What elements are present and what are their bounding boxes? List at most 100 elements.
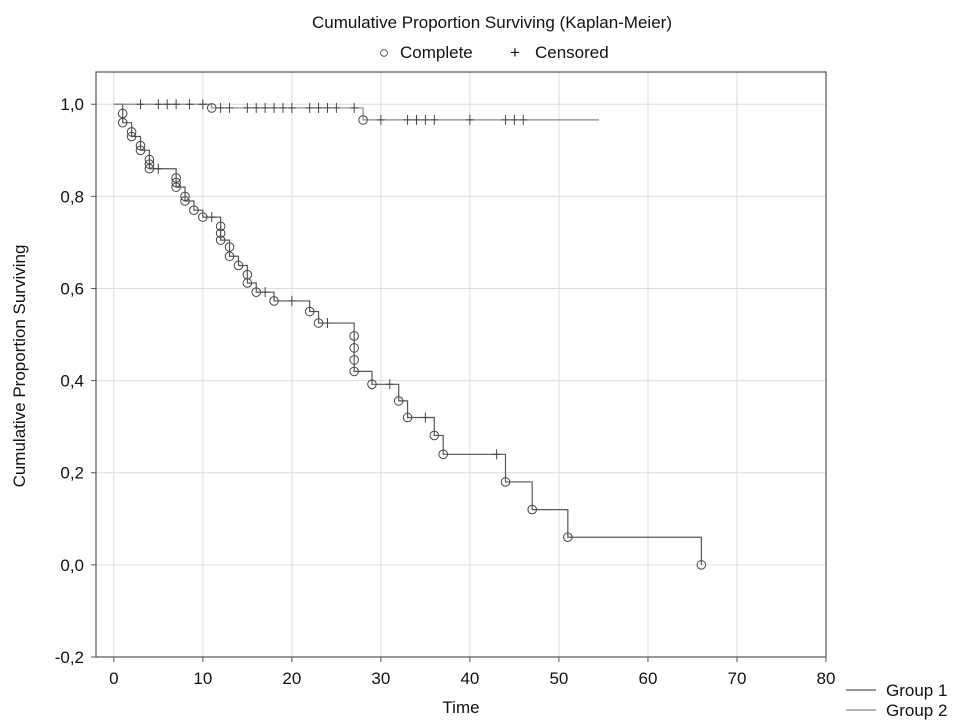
complete-marker-g1-0 xyxy=(117,108,128,119)
marker-legend-complete-label: Complete xyxy=(400,43,473,62)
plot-series xyxy=(113,99,707,570)
censored-marker-g2-6 xyxy=(216,102,225,113)
censored-marker-g2-11 xyxy=(270,102,279,113)
x-tick-label-2: 20 xyxy=(282,669,301,688)
censored-marker-g2-14 xyxy=(305,102,314,113)
complete-marker-g1-24 xyxy=(251,287,262,297)
series-group-1 xyxy=(113,103,707,570)
censored-marker-g1-4 xyxy=(323,318,332,329)
complete-marker-g1-11 xyxy=(171,182,181,192)
censored-marker-g1-5 xyxy=(385,379,394,390)
x-axis-label: Time xyxy=(442,698,479,717)
censored-marker-g2-9 xyxy=(252,102,261,113)
complete-marker-g1-39 xyxy=(563,532,573,543)
censored-marker-g2-20 xyxy=(403,114,412,125)
complete-marker-g1-7 xyxy=(144,159,155,169)
complete-marker-g1-21 xyxy=(233,260,244,271)
complete-marker-g1-1 xyxy=(117,117,128,128)
censored-marker-g2-24 xyxy=(465,114,474,125)
complete-marker-g1-6 xyxy=(144,154,155,165)
grid xyxy=(96,72,827,658)
censored-marker-g2-15 xyxy=(314,102,323,113)
censored-marker-g2-2 xyxy=(163,99,172,110)
complete-marker-g1-27 xyxy=(313,318,324,328)
y-tick-label-0: -0,2 xyxy=(55,648,84,667)
x-axis: 0 10 20 30 40 50 60 70 80 xyxy=(109,657,835,688)
censored-marker-g2-22 xyxy=(421,114,430,125)
complete-marker-g1-37 xyxy=(500,477,511,487)
complete-marker-g1-15 xyxy=(198,212,208,222)
complete-marker-g1-34 xyxy=(402,412,413,423)
censored-marker-g1-3 xyxy=(287,295,296,306)
censored-marker-g2-17 xyxy=(332,102,341,113)
y-tick-label-3: 0,4 xyxy=(60,372,84,391)
x-tick-label-8: 80 xyxy=(817,669,836,688)
complete-marker-g1-12 xyxy=(180,191,190,202)
series-legend: Group 1 Group 2 xyxy=(846,681,947,720)
complete-marker-g1-31 xyxy=(349,366,359,377)
censored-marker-g2-8 xyxy=(243,102,252,113)
censored-marker-g2-4 xyxy=(185,99,194,110)
complete-marker-g1-8 xyxy=(144,163,155,174)
censored-marker-g1-2 xyxy=(261,287,270,298)
complete-marker-g1-14 xyxy=(189,205,199,215)
censored-marker-g1-0 xyxy=(154,163,163,174)
censored-marker-g2-18 xyxy=(350,102,359,113)
censored-marker-g1-1 xyxy=(207,212,216,223)
censored-marker-g2-12 xyxy=(278,102,287,113)
survival-curve-group-2 xyxy=(113,103,599,121)
complete-marker-g1-18 xyxy=(215,235,226,245)
complete-marker-g1-36 xyxy=(438,449,448,460)
x-tick-label-4: 40 xyxy=(460,669,479,688)
complete-marker-g2-0 xyxy=(206,103,217,113)
censored-marker-g2-27 xyxy=(519,114,528,125)
x-tick-label-1: 10 xyxy=(193,669,212,688)
complete-marker-g1-40 xyxy=(696,560,707,570)
censored-marker-g2-3 xyxy=(172,99,181,110)
y-tick-label-4: 0,6 xyxy=(60,279,84,298)
censored-marker-g2-16 xyxy=(323,102,332,113)
complete-marker-g1-20 xyxy=(224,251,235,262)
x-tick-label-3: 30 xyxy=(371,669,390,688)
complete-marker-g1-35 xyxy=(429,430,440,441)
censored-marker-g2-5 xyxy=(198,99,207,110)
marker-legend-censored-label: Censored xyxy=(535,43,609,62)
censored-marker-g2-7 xyxy=(225,102,234,113)
complete-marker-g1-2 xyxy=(126,127,137,137)
censored-marker-g2-0 xyxy=(136,99,145,110)
y-tick-label-5: 0,8 xyxy=(60,187,84,206)
complete-marker-g1-5 xyxy=(135,145,146,156)
complete-marker-g1-16 xyxy=(215,221,226,232)
y-tick-label-2: 0,2 xyxy=(60,464,84,483)
marker-legend-censored-symbol: + xyxy=(510,43,520,62)
x-tick-label-7: 70 xyxy=(728,669,747,688)
complete-marker-g1-17 xyxy=(215,228,226,239)
y-tick-label-1: 0,0 xyxy=(60,556,84,575)
marker-legend-complete-symbol: ○ xyxy=(379,43,389,62)
complete-marker-g1-30 xyxy=(349,355,359,365)
complete-marker-g1-10 xyxy=(171,177,181,188)
series-group-2 xyxy=(113,99,599,125)
plot-frame xyxy=(95,71,827,658)
complete-marker-g1-26 xyxy=(304,306,315,317)
complete-marker-g1-23 xyxy=(242,278,253,288)
x-tick-label-5: 50 xyxy=(549,669,568,688)
complete-marker-g1-33 xyxy=(393,396,404,406)
complete-marker-g1-29 xyxy=(349,343,359,353)
censored-marker-g2-21 xyxy=(412,114,421,125)
censored-marker-g2-10 xyxy=(261,102,270,113)
complete-marker-g1-19 xyxy=(224,242,235,252)
complete-marker-g1-28 xyxy=(349,331,359,341)
complete-marker-g1-25 xyxy=(269,296,279,306)
censored-marker-g2-26 xyxy=(510,114,519,125)
complete-marker-g1-32 xyxy=(367,379,377,390)
legend-label-group-2: Group 2 xyxy=(886,701,947,720)
complete-marker-g2-1 xyxy=(358,115,368,125)
y-axis: -0,2 0,0 0,2 0,4 0,6 0,8 1,0 xyxy=(55,95,96,667)
censored-marker-g1-7 xyxy=(492,449,501,460)
censored-marker-g2-19 xyxy=(376,114,385,125)
marker-legend: ○ Complete + Censored xyxy=(379,43,609,62)
y-tick-label-6: 1,0 xyxy=(60,95,84,114)
survival-curve-group-1 xyxy=(113,103,702,565)
